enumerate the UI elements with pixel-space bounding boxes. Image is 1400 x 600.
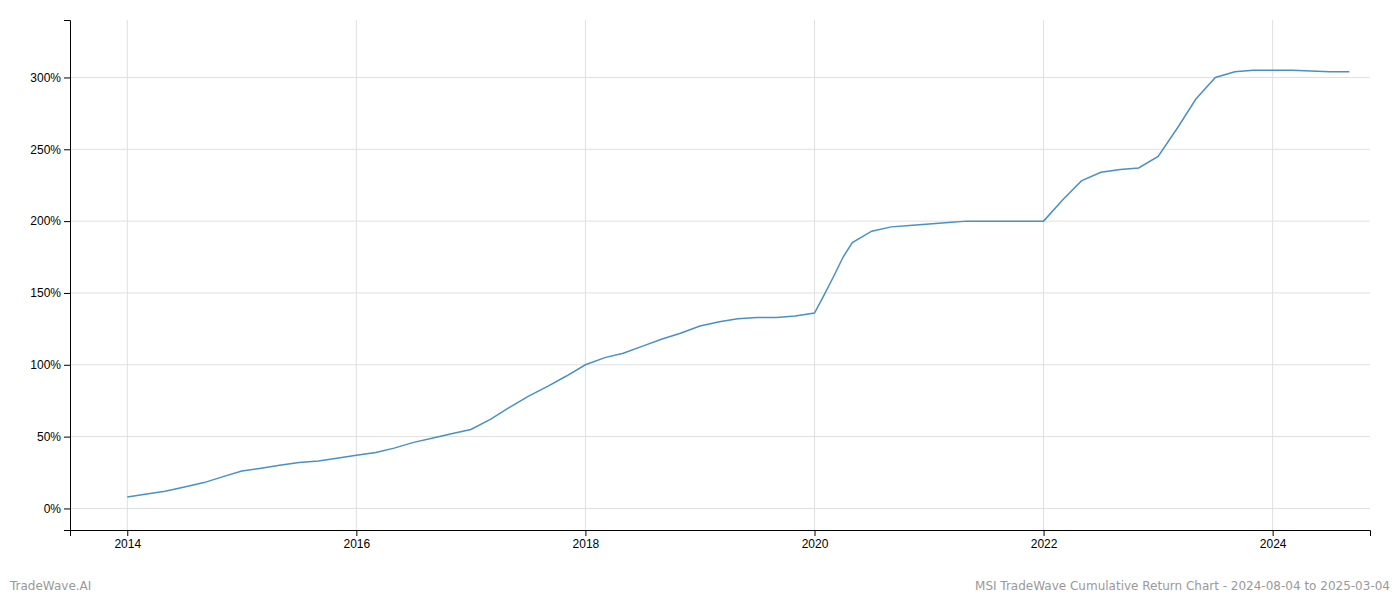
watermark: TradeWave.AI [9,579,91,593]
y-tick: 200% [30,214,70,228]
chart: 2014 2016 2018 2020 2022 2024 0% 50% 100% 150% 200… [0,0,1400,600]
x-tick-label: 2014 [114,537,141,551]
x-tick-mark [1044,530,1045,536]
y-grid-line [70,149,1370,150]
x-tick: 2020 [802,530,829,551]
x-tick: 2014 [114,530,141,551]
y-tick-mark [64,293,70,294]
y-tick-label: 250% [30,143,61,157]
y-tick-mark [64,149,70,150]
y-tick-label: 150% [30,286,61,300]
x-tick: 2016 [343,530,370,551]
x-tick-label: 2020 [802,537,829,551]
x-tick-label: 2022 [1031,537,1058,551]
x-grid-line [814,20,815,530]
x-grid-line [127,20,128,530]
plot: 2014 2016 2018 2020 2022 2024 0% 50% 100% 150% 200… [30,20,1370,551]
x-tick-mark [814,530,815,536]
x-tick-mark [356,530,357,536]
x-tick: 2024 [1260,530,1287,551]
x-tick-mark [1273,530,1274,536]
y-tick: 150% [30,286,70,300]
y-tick-label: 200% [30,214,61,228]
y-tick-mark [64,365,70,366]
y-tick-mark [64,77,70,78]
y-tick-mark [64,508,70,509]
y-tick-mark [64,221,70,222]
x-grid-line [585,20,586,530]
y-tick: 100% [30,358,70,372]
x-tick: 2022 [1031,530,1058,551]
y-tick: 300% [30,71,70,85]
y-grid-line [70,508,1370,509]
x-grid-line [1272,20,1273,530]
y-tick-label: 300% [30,71,61,85]
x-tick-label: 2024 [1260,537,1287,551]
y-grid-line [70,221,1370,222]
x-axis-line [71,531,1371,537]
y-tick-mark [64,437,70,438]
y-grid-line [70,436,1370,437]
y-tick: 0% [44,502,70,516]
x-tick-label: 2016 [343,537,370,551]
x-grid-line [356,20,357,530]
x-axis: 2014 2016 2018 2020 2022 2024 [71,530,1371,551]
x-grid-line [1043,20,1044,530]
y-tick-label: 0% [44,502,62,516]
grid [70,20,1370,530]
x-tick-label: 2018 [573,537,600,551]
y-axis-line [64,21,71,531]
y-grid-line [70,292,1370,293]
line [127,70,1349,497]
y-axis: 0% 50% 100% 150% 200% 250% 300% [30,21,70,531]
y-tick: 50% [37,430,70,444]
y-grid-line [70,364,1370,365]
x-tick: 2018 [573,530,600,551]
y-tick-label: 50% [37,430,61,444]
y-tick-label: 100% [30,358,61,372]
x-tick-mark [585,530,586,536]
marks [127,70,1349,497]
y-tick: 250% [30,143,70,157]
title: MSI TradeWave Cumulative Return Chart - … [975,579,1390,593]
x-tick-mark [127,530,128,536]
y-grid-line [70,77,1370,78]
